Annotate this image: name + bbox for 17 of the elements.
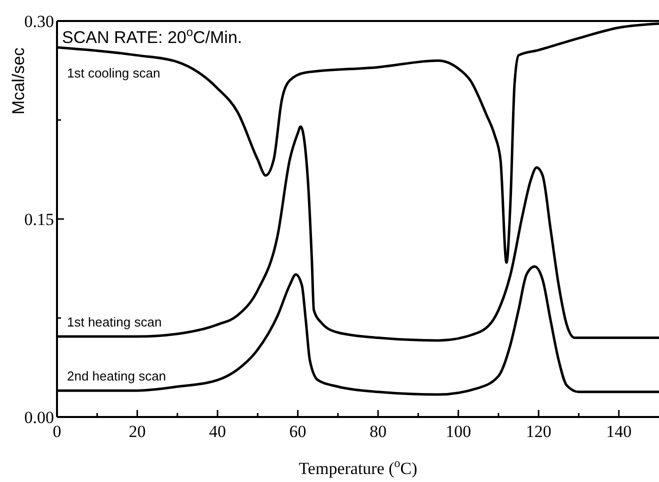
y-tick-label: 0.15 xyxy=(24,210,54,229)
x-tick-label: 80 xyxy=(370,422,387,441)
y-tick-label: 0.00 xyxy=(24,408,54,427)
x-axis-title: Temperature ($^{o}$C) xyxy=(298,456,418,478)
annotation: SCAN RATE: 20$^{o}$C/Min. xyxy=(62,25,242,47)
x-tick-label: 0 xyxy=(52,422,62,441)
series-label: 1st cooling scan xyxy=(67,65,160,80)
x-tick-label: 60 xyxy=(289,422,306,441)
series-label: 2nd heating scan xyxy=(67,368,166,384)
series-label: 1st heating scan xyxy=(67,314,162,330)
x-tick-label: 120 xyxy=(526,422,552,441)
x-tick-label: 100 xyxy=(446,422,472,441)
x-tick-label: 20 xyxy=(128,422,146,441)
x-tick-label: 40 xyxy=(209,422,226,441)
x-tick-label: 140 xyxy=(606,422,632,441)
y-axis-title: Mcal/sec xyxy=(9,46,28,115)
y-tick-label: 0.30 xyxy=(24,12,54,31)
